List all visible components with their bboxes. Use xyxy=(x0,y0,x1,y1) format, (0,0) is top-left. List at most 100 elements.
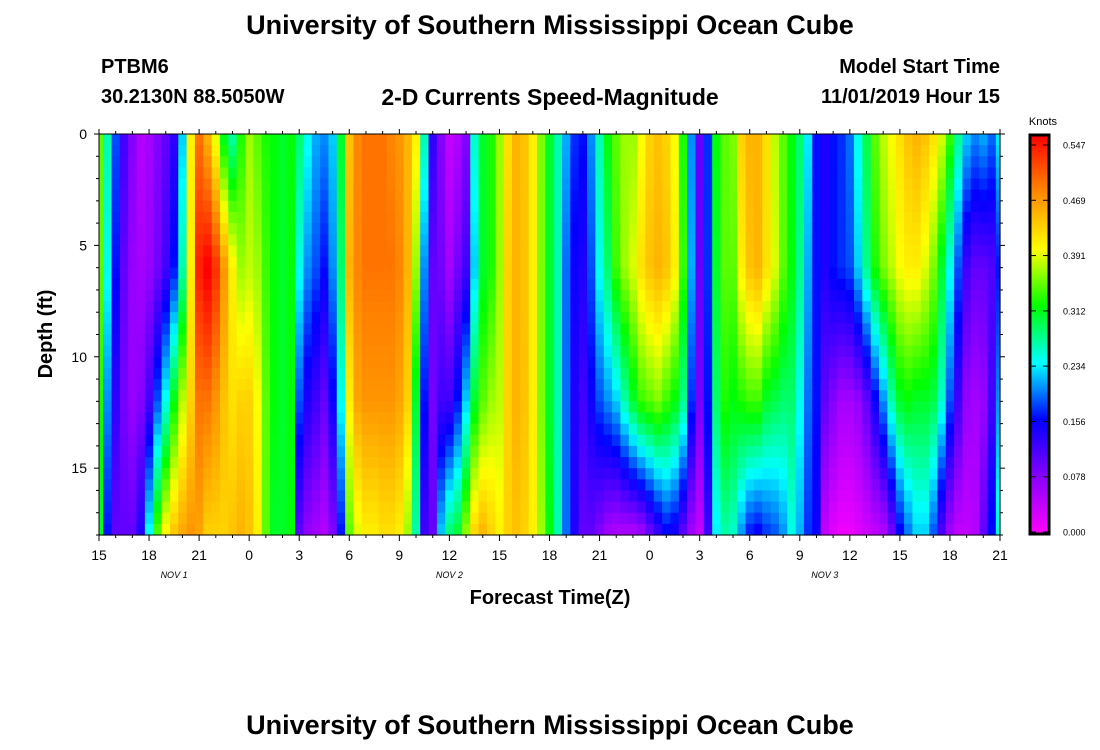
heatmap-cell xyxy=(420,223,430,235)
heatmap-cell xyxy=(637,145,647,157)
heatmap-cell xyxy=(828,445,838,458)
heatmap-cell xyxy=(562,223,571,235)
heatmap-cell xyxy=(470,301,480,313)
heatmap-cell xyxy=(520,289,530,302)
heatmap-cell xyxy=(678,512,688,525)
heatmap-cell xyxy=(937,134,947,146)
heatmap-cell xyxy=(795,134,805,146)
heatmap-cell xyxy=(270,457,279,469)
heatmap-cell xyxy=(345,301,355,313)
heatmap-cell xyxy=(203,468,213,480)
heatmap-cell xyxy=(153,479,163,492)
heatmap-cell xyxy=(461,256,471,269)
heatmap-cell xyxy=(837,134,847,146)
heatmap-cell xyxy=(144,457,154,469)
heatmap-cell xyxy=(503,301,513,313)
heatmap-cell xyxy=(728,145,738,157)
colorbar-tick-label: 0.312 xyxy=(1063,306,1086,316)
heatmap-cell xyxy=(486,278,496,291)
heatmap-cell xyxy=(536,189,546,202)
heatmap-cell xyxy=(703,134,713,146)
heatmap-cell xyxy=(870,401,880,414)
heatmap-cell xyxy=(695,145,705,157)
heatmap-cell xyxy=(820,523,830,536)
heatmap-cell xyxy=(645,134,655,146)
heatmap-cell xyxy=(637,490,647,503)
heatmap-cell xyxy=(203,423,213,436)
heatmap-cell xyxy=(411,200,421,213)
x-tick-label: 21 xyxy=(592,547,608,563)
heatmap-cell xyxy=(904,289,913,302)
heatmap-cell xyxy=(420,479,430,492)
heatmap-cell xyxy=(954,379,964,391)
heatmap-cell xyxy=(453,278,463,291)
heatmap-cell xyxy=(937,423,947,436)
heatmap-cell xyxy=(111,401,121,414)
heatmap-cell xyxy=(136,423,146,436)
heatmap-cell xyxy=(737,445,747,458)
heatmap-cell xyxy=(945,189,955,202)
heatmap-cell xyxy=(153,523,163,536)
heatmap-cell xyxy=(203,490,213,503)
heatmap-cell xyxy=(428,390,438,402)
heatmap-cell xyxy=(353,434,363,447)
heatmap-cell xyxy=(411,445,421,458)
heatmap-cell xyxy=(103,289,113,302)
heatmap-cell xyxy=(862,211,872,224)
heatmap-cell xyxy=(503,323,513,336)
heatmap-cell xyxy=(620,334,630,347)
heatmap-cell xyxy=(219,167,229,180)
heatmap-cell xyxy=(929,178,939,191)
heatmap-cell xyxy=(778,345,788,358)
heatmap-cell xyxy=(320,145,330,157)
heatmap-cell xyxy=(670,457,680,469)
heatmap-cell xyxy=(879,200,888,213)
heatmap-cell xyxy=(161,434,171,447)
heatmap-cell xyxy=(261,211,271,224)
heatmap-cell xyxy=(937,434,947,447)
heatmap-cell xyxy=(603,367,613,380)
heatmap-cell xyxy=(295,412,304,425)
heatmap-cell xyxy=(870,501,880,514)
heatmap-cell xyxy=(753,523,763,536)
heatmap-cell xyxy=(845,479,855,492)
heatmap-cell xyxy=(770,301,780,313)
heatmap-cell xyxy=(411,423,421,436)
heatmap-cell xyxy=(562,156,571,169)
heatmap-cell xyxy=(695,490,705,503)
heatmap-cell xyxy=(587,423,596,436)
heatmap-cell xyxy=(862,178,872,191)
heatmap-cell xyxy=(653,200,663,213)
heatmap-cell xyxy=(612,445,622,458)
heatmap-cell xyxy=(461,323,471,336)
heatmap-cell xyxy=(628,234,638,246)
heatmap-cell xyxy=(653,312,663,324)
heatmap-cell xyxy=(837,379,847,391)
heatmap-cell xyxy=(837,457,847,469)
heatmap-cell xyxy=(803,223,813,235)
heatmap-cell xyxy=(536,145,546,157)
heatmap-cell xyxy=(920,312,930,324)
heatmap-cell xyxy=(553,468,563,480)
heatmap-cell xyxy=(645,301,655,313)
heatmap-cell xyxy=(820,156,830,169)
heatmap-cell xyxy=(912,356,922,369)
heatmap-cell xyxy=(295,345,304,358)
heatmap-cell xyxy=(328,312,338,324)
heatmap-cell xyxy=(219,278,229,291)
heatmap-cell xyxy=(662,490,672,503)
heatmap-cell xyxy=(295,445,304,458)
heatmap-cell xyxy=(995,501,1001,514)
heatmap-cell xyxy=(670,345,680,358)
heatmap-cell xyxy=(778,501,788,514)
heatmap-cell xyxy=(428,156,438,169)
heatmap-cell xyxy=(345,523,355,536)
heatmap-cell xyxy=(678,267,688,280)
heatmap-cell xyxy=(353,323,363,336)
heatmap-cell xyxy=(820,178,830,191)
heatmap-cell xyxy=(111,200,121,213)
heatmap-cell xyxy=(645,457,655,469)
heatmap-cell xyxy=(962,345,972,358)
heatmap-cell xyxy=(770,490,780,503)
heatmap-cell xyxy=(144,445,154,458)
